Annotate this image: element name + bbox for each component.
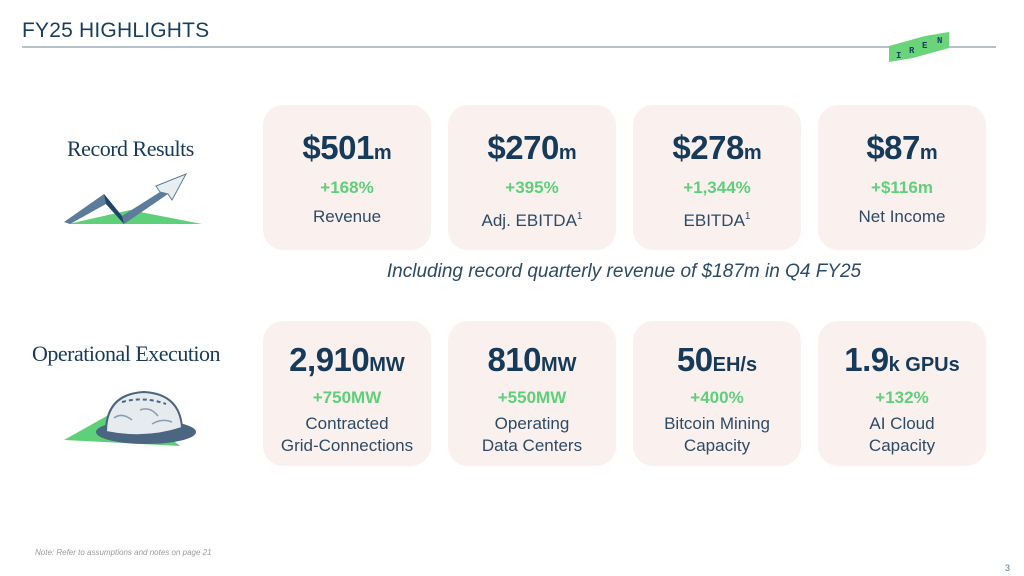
metric-label: Adj. EBITDA [481, 211, 577, 230]
metric-value: 50 [676, 341, 713, 378]
footnote-marker: 1 [576, 211, 583, 222]
footnote: Note: Refer to assumptions and notes on … [35, 548, 212, 557]
metric-change: +750MW [312, 388, 382, 407]
metric-label: EBITDA [683, 211, 745, 230]
metric-change: +395% [505, 178, 559, 197]
metric-card-grid-connections: 2,910MW +750MW Contracted Grid-Connection… [263, 321, 431, 466]
metric-card-bitcoin-mining: 50EH/s +400% Bitcoin Mining Capacity [633, 321, 801, 466]
header-divider [22, 46, 996, 48]
metric-change: +$116m [871, 178, 933, 197]
metric-unit: m [558, 142, 577, 164]
metric-value: $501 [302, 129, 374, 166]
metric-change: +132% [875, 388, 929, 407]
trending-up-arrow-icon [64, 173, 202, 224]
metric-change: +168% [320, 178, 374, 197]
svg-text:R: R [909, 46, 915, 56]
svg-text:I: I [896, 51, 901, 61]
metric-label: Net Income [858, 207, 946, 226]
page-number: 3 [1005, 563, 1011, 573]
metric-unit: m [919, 142, 938, 164]
metric-value: $278 [672, 129, 744, 166]
metric-label: Revenue [312, 207, 382, 226]
metric-value: $270 [487, 129, 559, 166]
metric-change: +550MW [497, 388, 567, 407]
metric-label-line2: Grid-Connections [280, 436, 414, 455]
section-label-record-results: Record Results [67, 136, 194, 161]
metric-unit: MW [541, 354, 577, 376]
metric-change: +1,344% [683, 178, 751, 197]
metric-card-adj-ebitda: $270m +395% Adj. EBITDA1 [448, 105, 616, 250]
metric-card-net-income: $87m +$116m Net Income [818, 105, 986, 250]
metric-unit: MW [369, 354, 405, 376]
quarterly-revenue-note: Including record quarterly revenue of $1… [386, 261, 862, 282]
metric-unit: m [373, 142, 392, 164]
metric-label-line1: AI Cloud [869, 414, 935, 433]
metric-value: 1.9 [844, 341, 889, 378]
metric-value: $87 [866, 129, 920, 166]
metric-label-line2: Capacity [868, 436, 936, 455]
metric-card-ebitda: $278m +1,344% EBITDA1 [633, 105, 801, 250]
metric-change: +400% [690, 388, 744, 407]
metric-card-data-centers: 810MW +550MW Operating Data Centers [448, 321, 616, 466]
hard-hat-icon [64, 390, 196, 446]
svg-text:E: E [922, 41, 928, 51]
metric-label-line1: Contracted [305, 414, 389, 433]
metric-value: 2,910 [289, 341, 370, 378]
footnote-marker: 1 [744, 211, 751, 222]
metric-unit: EH/s [712, 354, 758, 376]
metric-card-revenue: $501m +168% Revenue [263, 105, 431, 250]
metric-label-line2: Data Centers [481, 436, 583, 455]
svg-text:N: N [937, 36, 942, 46]
section-label-operational-execution: Operational Execution [32, 341, 221, 366]
metric-card-ai-cloud: 1.9k GPUs +132% AI Cloud Capacity [818, 321, 986, 466]
metric-unit: k GPUs [888, 354, 960, 376]
metric-label-line1: Bitcoin Mining [664, 414, 770, 433]
metric-unit: m [743, 142, 762, 164]
metric-label-line2: Capacity [683, 436, 751, 455]
iren-logo: I R E N [889, 32, 949, 62]
metric-value: 810 [487, 341, 541, 378]
metric-label-line1: Operating [494, 414, 570, 433]
page-title: FY25 HIGHLIGHTS [22, 19, 210, 42]
